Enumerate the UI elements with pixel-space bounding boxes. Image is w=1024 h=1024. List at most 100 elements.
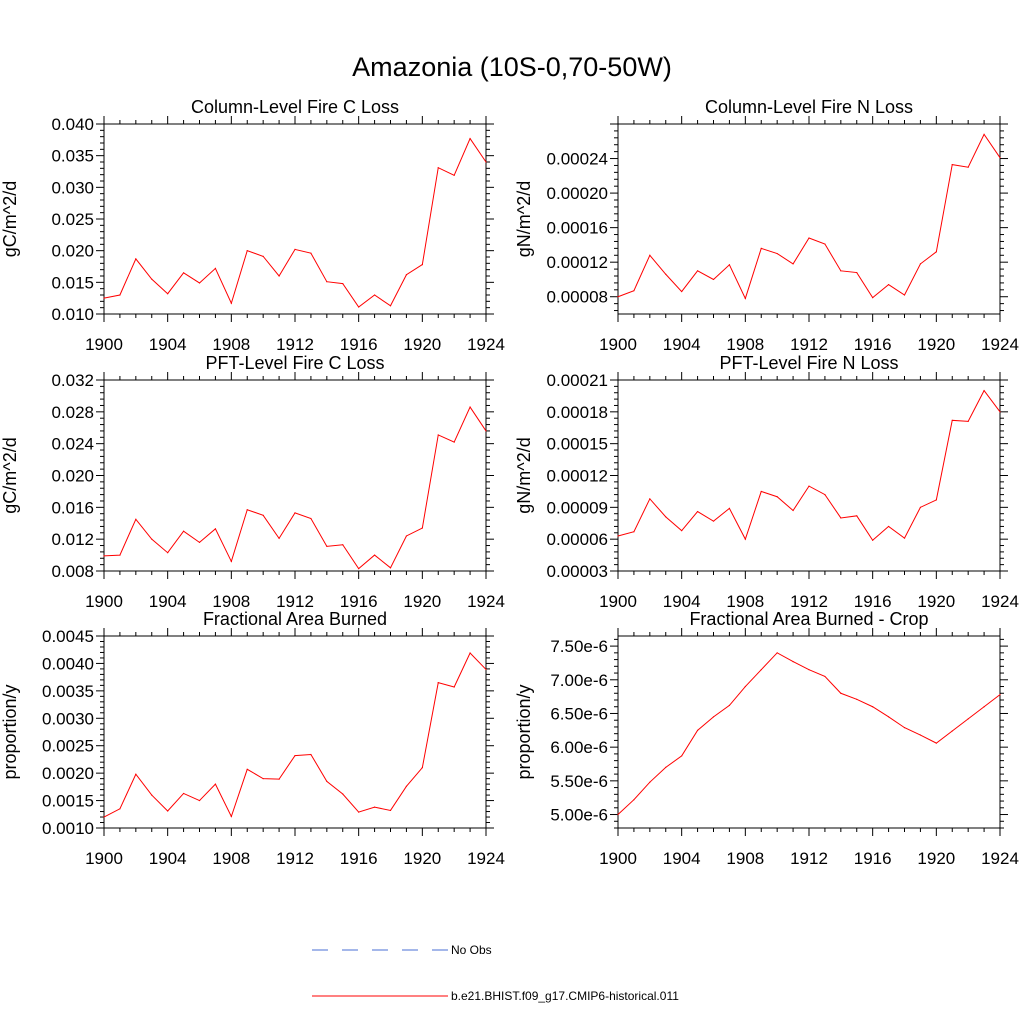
data-point [840, 270, 842, 272]
data-point [744, 297, 746, 300]
data-point [792, 263, 794, 265]
chart-panel-1: Column-Level Fire C Loss 1900 1904 1908 1912… [0, 97, 505, 354]
data-point [999, 157, 1001, 159]
data-point [198, 799, 201, 802]
data-point [405, 274, 408, 276]
y-tick-label: 0.025 [51, 210, 94, 229]
y-tick-label: 0.0040 [42, 654, 94, 673]
x-tick-label: 1912 [276, 335, 314, 354]
x-tick-label: 1904 [149, 592, 187, 611]
data-point [135, 258, 137, 260]
data-point [617, 296, 619, 298]
x-tick-label: 1920 [917, 335, 955, 354]
y-tick-label: 0.0025 [42, 737, 94, 756]
chart-panel-3: PFT-Level Fire C Loss 1900 1904 1908 1912 191… [0, 353, 505, 611]
data-point [405, 785, 408, 787]
data-point [935, 499, 937, 501]
data-point [326, 545, 328, 547]
data-point [760, 669, 762, 671]
data-point [103, 555, 105, 557]
data-point [712, 520, 715, 522]
x-tick-label: 1900 [599, 849, 637, 868]
data-point [358, 568, 360, 570]
x-tick-label: 1916 [854, 592, 892, 611]
data-point [983, 133, 985, 135]
x-tick-label: 1908 [726, 849, 764, 868]
data-point [198, 541, 201, 543]
x-tick-label: 1924 [981, 592, 1019, 611]
x-tick-label: 1900 [599, 592, 637, 611]
data-point [294, 512, 296, 514]
y-tick-label: 0.00015 [547, 435, 608, 454]
data-point [182, 792, 185, 795]
data-point [342, 793, 344, 795]
data-point [326, 281, 328, 283]
y-tick-label: 0.0035 [42, 682, 94, 701]
series-line-model [103, 652, 487, 818]
x-tick-label: 1908 [212, 592, 250, 611]
x-tick-label: 1924 [981, 849, 1019, 868]
data-point [792, 509, 794, 512]
series-line-model [617, 389, 1001, 541]
data-point [135, 773, 137, 775]
data-point [840, 692, 842, 694]
data-point [262, 778, 264, 780]
data-point [278, 275, 280, 277]
data-point [373, 554, 376, 556]
y-tick-label: 0.0020 [42, 764, 94, 783]
data-point [103, 816, 105, 818]
x-tick-label: 1916 [340, 849, 378, 868]
panel-title: Fractional Area Burned [203, 609, 387, 629]
data-point [681, 290, 683, 293]
data-point [808, 669, 810, 671]
data-point [151, 538, 153, 540]
data-point [278, 778, 280, 780]
data-point [696, 729, 699, 731]
y-tick-label: 5.00e-6 [550, 806, 608, 825]
y-tick-label: 0.0010 [42, 819, 94, 838]
data-point [119, 294, 121, 296]
series-line-model [103, 406, 487, 570]
y-tick-label: 0.00006 [547, 530, 608, 549]
x-tick-label: 1904 [663, 592, 701, 611]
y-tick-label: 0.0015 [42, 792, 94, 811]
data-point [358, 811, 360, 813]
data-point [887, 525, 890, 528]
data-point [919, 734, 922, 736]
legend-label-model: b.e21.BHIST.f09_g17.CMIP6-historical.011 [451, 989, 679, 1003]
y-tick-label: 0.040 [51, 115, 94, 134]
y-tick-label: 6.50e-6 [550, 704, 608, 723]
data-point [983, 390, 985, 392]
legend-label-no-obs: No Obs [451, 943, 492, 957]
x-tick-label: 1908 [726, 335, 764, 354]
x-tick-label: 1920 [917, 592, 955, 611]
y-tick-label: 0.028 [51, 403, 94, 422]
y-axis-label: proportion/y [514, 684, 534, 779]
data-point [214, 528, 217, 530]
x-tick-label: 1904 [663, 849, 701, 868]
data-point [760, 490, 762, 493]
series-line-model [103, 137, 487, 308]
data-point [919, 263, 922, 265]
data-point [389, 809, 392, 812]
y-tick-label: 7.00e-6 [550, 671, 608, 690]
data-point [649, 498, 651, 500]
data-point [617, 535, 619, 537]
data-point [453, 441, 455, 443]
data-point [665, 273, 667, 275]
y-tick-label: 0.020 [51, 242, 94, 261]
y-tick-label: 0.00016 [547, 219, 608, 238]
y-tick-label: 0.00012 [547, 253, 608, 272]
data-point [872, 706, 874, 708]
data-point [214, 267, 217, 269]
data-point [182, 272, 185, 274]
plot-frame [103, 123, 487, 315]
data-point [278, 537, 280, 539]
data-point [310, 252, 312, 254]
data-point [903, 294, 906, 296]
data-point [453, 174, 455, 176]
data-point [617, 813, 619, 816]
data-point [712, 716, 715, 718]
figure-title: Amazonia (10S-0,70-50W) [352, 52, 672, 82]
